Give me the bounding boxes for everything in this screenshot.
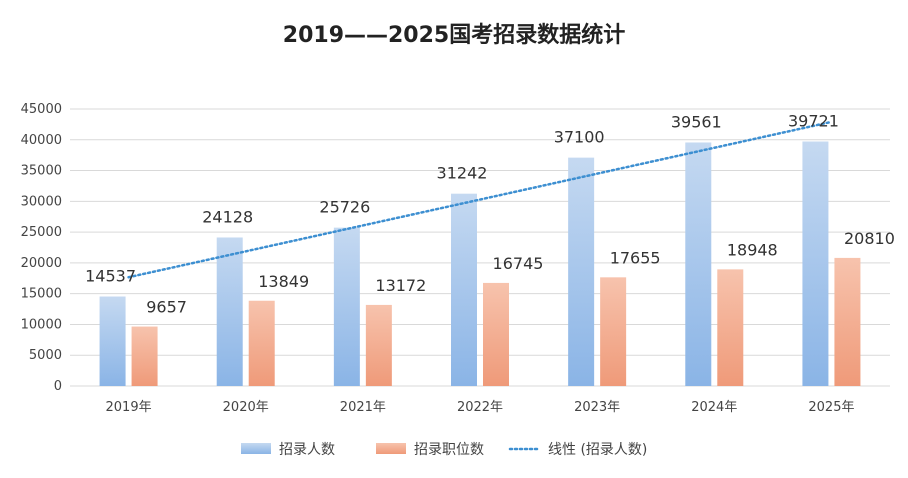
bar-positions [131, 326, 158, 386]
data-label-positions: 17655 [610, 248, 661, 267]
data-label-positions: 20810 [844, 229, 895, 248]
bar-positions [717, 269, 744, 386]
legend-label-recruits: 招录人数 [279, 442, 335, 458]
y-tick-label: 35000 [21, 164, 62, 179]
data-label-recruits: 37100 [554, 128, 605, 147]
y-tick-label: 30000 [21, 194, 62, 209]
x-tick-label: 2021年 [340, 400, 386, 415]
bar-recruits [802, 141, 829, 386]
y-tick-label: 15000 [21, 287, 62, 302]
y-tick-label: 25000 [21, 225, 62, 240]
x-tick-label: 2025年 [808, 400, 854, 415]
bar-recruits [333, 227, 360, 386]
data-label-positions: 13172 [375, 276, 426, 295]
x-axis-ticks: 2019年 2020年 2021年 2022年 2023年 2024年 2025年 [106, 400, 855, 415]
bar-recruits [99, 296, 126, 386]
y-axis-ticks: 0 5000 10000 15000 20000 25000 30000 35000 40000… [21, 102, 62, 394]
data-label-recruits: 24128 [202, 207, 253, 226]
x-tick-label: 2024年 [691, 400, 737, 415]
bar-recruits [216, 237, 243, 386]
trendline-layer [127, 120, 833, 279]
x-tick-label: 2020年 [223, 400, 269, 415]
legend-label-trendline: 线性 (招录人数) [548, 442, 647, 458]
x-tick-label: 2019年 [106, 400, 152, 415]
bar-positions [834, 257, 861, 386]
y-tick-label: 40000 [21, 133, 62, 148]
legend-label-positions: 招录职位数 [414, 442, 484, 458]
y-tick-label: 10000 [21, 317, 62, 332]
legend-swatch-positions [376, 443, 406, 454]
y-tick-label: 20000 [21, 256, 62, 271]
legend-swatch-recruits [241, 443, 271, 454]
bar-recruits [685, 142, 712, 386]
data-label-recruits: 39721 [788, 111, 839, 130]
data-label-positions: 9657 [146, 298, 187, 317]
chart-title: 2019——2025国考招录数据统计 [283, 22, 625, 48]
bar-positions [483, 282, 509, 386]
y-tick-label: 0 [54, 379, 62, 394]
data-label-recruits: 31242 [437, 164, 488, 183]
data-label-positions: 16745 [493, 254, 544, 273]
trendline [127, 120, 833, 279]
x-tick-label: 2022年 [457, 400, 503, 415]
bars-layer [99, 141, 861, 386]
legend: 招录人数 招录职位数 线性 (招录人数) [241, 442, 647, 458]
y-tick-label: 5000 [29, 348, 62, 363]
bar-recruits [568, 157, 595, 386]
bar-positions [365, 304, 392, 386]
data-labels-layer: 14537 9657 24128 13849 25726 13172 31242 16745 3… [85, 111, 895, 316]
data-label-recruits: 39561 [671, 112, 722, 131]
y-tick-label: 45000 [21, 102, 62, 117]
bar-positions [600, 277, 627, 386]
data-label-recruits: 25726 [319, 198, 370, 217]
bar-recruits [451, 193, 477, 386]
data-label-positions: 13849 [258, 272, 309, 291]
data-label-recruits: 14537 [85, 267, 136, 286]
data-label-positions: 18948 [727, 240, 778, 259]
bar-positions [248, 300, 275, 386]
grid-layer [70, 108, 890, 387]
x-tick-label: 2023年 [574, 400, 620, 415]
